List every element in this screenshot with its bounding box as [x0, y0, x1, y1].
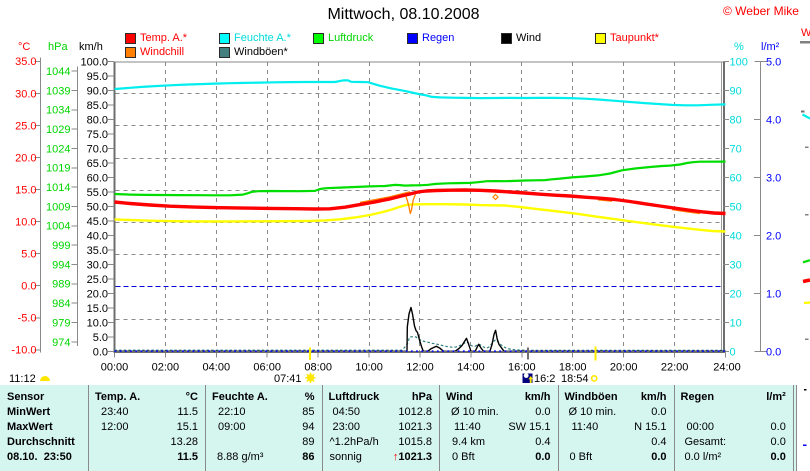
svg-text:40: 40 [730, 230, 742, 242]
svg-text:989: 989 [52, 279, 70, 291]
svg-text:1004: 1004 [46, 221, 70, 233]
svg-text:984: 984 [52, 298, 70, 310]
svg-text:60: 60 [730, 172, 742, 184]
svg-text:10.0: 10.0 [87, 317, 108, 329]
svg-text:1029: 1029 [46, 124, 70, 136]
svg-text:1034: 1034 [46, 105, 70, 117]
svg-text:65.0: 65.0 [87, 158, 108, 170]
svg-text:24:00: 24:00 [713, 362, 741, 374]
svg-text:90: 90 [730, 85, 742, 97]
svg-text:10.0: 10.0 [15, 217, 36, 229]
svg-text:40.0: 40.0 [87, 230, 108, 242]
svg-text:30.0: 30.0 [15, 88, 36, 100]
svg-text:80: 80 [730, 114, 742, 126]
svg-text:1019: 1019 [46, 163, 70, 175]
svg-text:20.0: 20.0 [15, 152, 36, 164]
svg-text:1044: 1044 [46, 66, 70, 78]
svg-text:994: 994 [52, 259, 70, 271]
svg-text:90.0: 90.0 [87, 85, 108, 97]
svg-text:04:00: 04:00 [203, 362, 231, 374]
svg-text:25.0: 25.0 [87, 274, 108, 286]
svg-text:35.0: 35.0 [87, 245, 108, 257]
svg-text:5.0: 5.0 [21, 249, 36, 261]
svg-text:-5.0: -5.0 [18, 313, 37, 325]
svg-text:14:00: 14:00 [457, 362, 485, 374]
svg-text:02:00: 02:00 [152, 362, 180, 374]
svg-text:50.0: 50.0 [87, 201, 108, 213]
svg-text:-10.0: -10.0 [11, 345, 36, 357]
svg-text:4.0: 4.0 [766, 114, 781, 126]
svg-text:50: 50 [730, 201, 742, 213]
svg-text:10:00: 10:00 [355, 362, 383, 374]
svg-text:1014: 1014 [46, 182, 70, 194]
svg-text:85.0: 85.0 [87, 100, 108, 112]
svg-text:16:00: 16:00 [508, 362, 536, 374]
svg-text:95.0: 95.0 [87, 71, 108, 83]
svg-text:1.0: 1.0 [766, 288, 781, 300]
svg-text:70.0: 70.0 [87, 143, 108, 155]
svg-text:5.0: 5.0 [766, 56, 781, 68]
svg-text:5.0: 5.0 [93, 332, 108, 344]
svg-text:0.0: 0.0 [93, 346, 108, 358]
svg-text:1024: 1024 [46, 143, 70, 155]
svg-text:1039: 1039 [46, 85, 70, 97]
svg-text:18:00: 18:00 [559, 362, 587, 374]
svg-text:30.0: 30.0 [87, 259, 108, 271]
svg-text:20:00: 20:00 [610, 362, 638, 374]
svg-text:2.0: 2.0 [766, 230, 781, 242]
svg-text:35.0: 35.0 [15, 56, 36, 68]
svg-text:22:00: 22:00 [661, 362, 689, 374]
svg-text:974: 974 [52, 337, 70, 349]
svg-text:979: 979 [52, 317, 70, 329]
svg-text:70: 70 [730, 143, 742, 155]
svg-text:10: 10 [730, 317, 742, 329]
svg-text:00:00: 00:00 [101, 362, 129, 374]
svg-text:1009: 1009 [46, 201, 70, 213]
svg-text:20.0: 20.0 [87, 288, 108, 300]
svg-text:0.0: 0.0 [766, 346, 781, 358]
svg-text:55.0: 55.0 [87, 187, 108, 199]
svg-text:80.0: 80.0 [87, 114, 108, 126]
svg-text:45.0: 45.0 [87, 216, 108, 228]
svg-text:999: 999 [52, 240, 70, 252]
svg-text:15.0: 15.0 [15, 184, 36, 196]
svg-text:12:00: 12:00 [406, 362, 434, 374]
svg-text:100.0: 100.0 [80, 56, 108, 68]
svg-text:3.0: 3.0 [766, 172, 781, 184]
svg-text:60.0: 60.0 [87, 172, 108, 184]
svg-text:30: 30 [730, 259, 742, 271]
svg-text:15.0: 15.0 [87, 303, 108, 315]
svg-text:75.0: 75.0 [87, 129, 108, 141]
svg-text:06:00: 06:00 [253, 362, 281, 374]
svg-text:08:00: 08:00 [304, 362, 332, 374]
svg-text:100: 100 [730, 56, 748, 68]
svg-text:0: 0 [730, 346, 736, 358]
svg-text:0.0: 0.0 [21, 281, 36, 293]
svg-text:20: 20 [730, 288, 742, 300]
svg-text:25.0: 25.0 [15, 120, 36, 132]
